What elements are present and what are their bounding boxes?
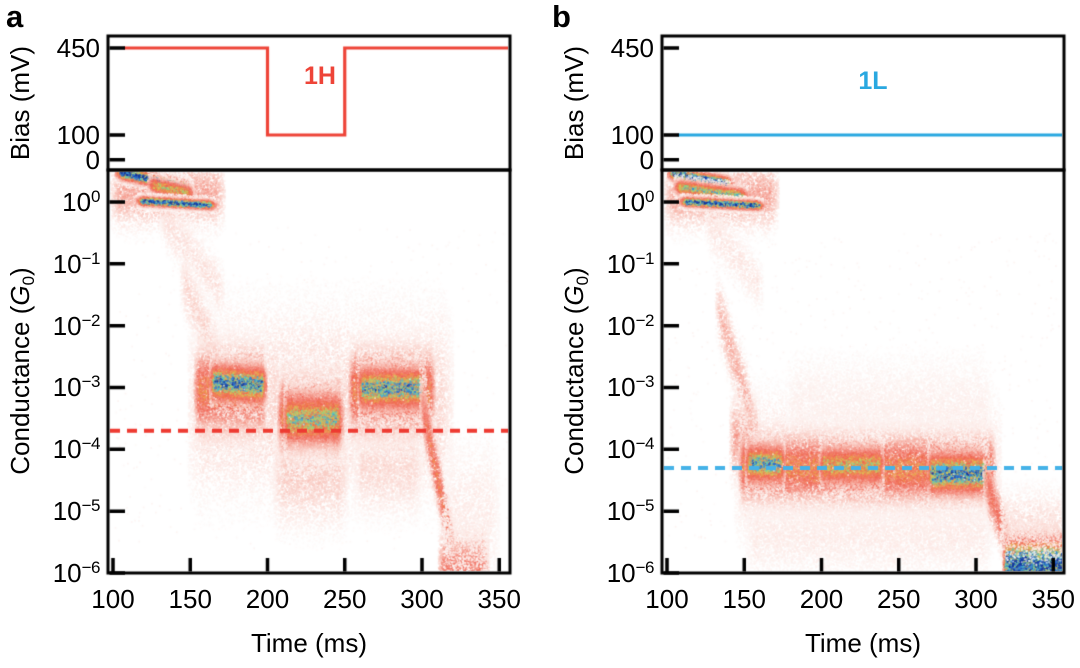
panel-a-cond-ytick-1e-3: 10−3 bbox=[52, 372, 101, 403]
panel-b-cond-ytick-1e-2: 10−2 bbox=[606, 310, 655, 341]
panel-a-letter: a bbox=[6, 0, 24, 34]
panel-a-xtick-250: 250 bbox=[323, 584, 367, 614]
panel-a-cond-ytick-1e0: 100 bbox=[62, 187, 100, 217]
panel-b-xtick-250: 250 bbox=[877, 584, 921, 614]
panel-a-xtick-300: 300 bbox=[400, 584, 444, 614]
panel-a-xtick-350: 350 bbox=[477, 584, 521, 614]
panel-a-cond-ytick-1e-5: 10−5 bbox=[52, 496, 101, 527]
panel-b-xtick-100: 100 bbox=[645, 584, 689, 614]
panel-a-cond-ytick-1e-1: 10−1 bbox=[52, 248, 101, 279]
time-axis-label-a: Time (ms) bbox=[250, 628, 367, 658]
panel-a-cond-ytick-1e-4: 10−4 bbox=[52, 434, 101, 465]
panel-b-letter: b bbox=[552, 0, 571, 34]
panel-b-bias-ytick-100: 100 bbox=[610, 119, 654, 150]
panel-b-cond-ytick-1e-5: 10−5 bbox=[606, 496, 655, 527]
time-axis-label-b: Time (ms) bbox=[804, 628, 921, 658]
panel-b-cond-ytick-1e0: 100 bbox=[616, 187, 654, 217]
panel-b-bias-ytick-0: 0 bbox=[639, 144, 654, 175]
panel-b-xtick-300: 300 bbox=[954, 584, 998, 614]
panel-a-bias-ytick-100: 100 bbox=[56, 119, 100, 150]
panel-b-xtick-350: 350 bbox=[1031, 584, 1075, 614]
panel-b-cond-ytick-1e-1: 10−1 bbox=[606, 248, 655, 279]
panel-b-cond-ytick-1e-6: 10−6 bbox=[606, 557, 655, 588]
panel-b-cond-ytick-1e-4: 10−4 bbox=[606, 434, 655, 465]
panel-a-bias-ytick-0: 0 bbox=[85, 144, 100, 175]
panel-a-cond-ytick-1e-6: 10−6 bbox=[52, 557, 101, 588]
panel-a-xtick-200: 200 bbox=[245, 584, 290, 614]
panel-a-bias-ytick-450: 450 bbox=[56, 33, 100, 63]
panel-b-xtick-150: 150 bbox=[722, 584, 766, 614]
pulse-label-1l: 1L bbox=[858, 67, 888, 95]
panel-a-cond-ytick-1e-2: 10−2 bbox=[52, 310, 101, 341]
panel-a-xtick-100: 100 bbox=[91, 584, 135, 614]
pulse-label-1h: 1H bbox=[304, 62, 336, 90]
panel-a-xtick-150: 150 bbox=[168, 584, 212, 614]
panel-b-cond-ytick-1e-3: 10−3 bbox=[606, 372, 655, 403]
panel-b-bias-ytick-450: 450 bbox=[610, 33, 654, 63]
panel-b-xtick-200: 200 bbox=[799, 584, 844, 614]
